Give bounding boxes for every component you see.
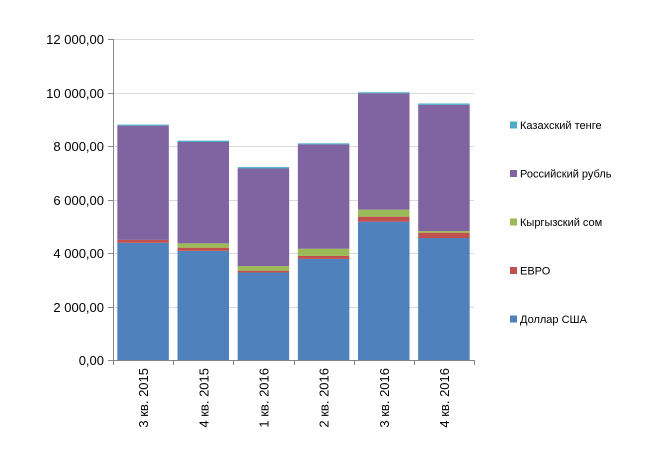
x-tick-label: 4 кв. 2015: [196, 368, 211, 428]
legend-swatch: [510, 267, 517, 274]
y-tick-label: 12 000,00: [46, 32, 104, 47]
y-tick-label: 2 000,00: [53, 300, 104, 315]
x-tick-label: 3 кв. 2015: [136, 368, 151, 428]
legend: Казахский тенге Российский рубль Кыргызски…: [510, 120, 612, 326]
y-tick-label: 4 000,00: [53, 246, 104, 261]
bar-segment: [177, 140, 229, 142]
bar-segment: [358, 93, 410, 210]
bar-segment: [297, 258, 350, 360]
legend-label: Кыргызский сом: [520, 217, 602, 229]
legend-swatch: [510, 121, 517, 129]
legend-label: Доллар США: [520, 314, 588, 326]
x-tick-label: 2 кв. 2016: [317, 368, 332, 428]
bar-segment: [237, 168, 290, 267]
legend-label: ЕВРО: [520, 266, 551, 278]
bar-segment: [117, 242, 169, 360]
legend-label: Казахский тенге: [520, 120, 602, 132]
bar-segment: [358, 209, 410, 217]
bar-segment: [237, 272, 290, 360]
y-axis-ticks: 0,00 2 000,00 4 000,00 6 000,00 8 000,00 10 0…: [46, 32, 113, 368]
legend-swatch: [510, 315, 517, 323]
x-tick-label: 3 кв. 2016: [377, 368, 392, 428]
bar-segment: [358, 92, 410, 94]
bar-segment: [297, 255, 350, 259]
bar-segment: [237, 270, 290, 273]
x-tick-label: 4 кв. 2016: [437, 368, 452, 428]
x-tick-label: 1 кв. 2016: [256, 368, 271, 428]
bar-segment: [418, 232, 470, 239]
bar-segment: [177, 247, 229, 251]
bar-segment: [358, 216, 410, 222]
legend-swatch: [510, 170, 517, 177]
bar-segment: [297, 143, 350, 145]
legend-swatch: [510, 218, 517, 226]
bar-segment: [177, 243, 229, 248]
y-tick-label: 0,00: [79, 353, 104, 368]
bar-segment: [177, 141, 229, 244]
bars: [117, 92, 470, 360]
bar-segment: [117, 124, 169, 126]
bar-segment: [418, 231, 470, 233]
y-tick-label: 6 000,00: [53, 193, 104, 208]
bar-segment: [117, 239, 169, 243]
y-tick-label: 10 000,00: [46, 86, 104, 101]
bar-segment: [297, 144, 350, 249]
x-axis-ticks: 3 кв. 2015 4 кв. 2015 1 кв. 2016 2 кв. 2016…: [113, 360, 475, 428]
bar-segment: [297, 248, 350, 256]
bar-segment: [358, 221, 410, 360]
y-tick-label: 8 000,00: [53, 139, 104, 154]
bar-segment: [177, 250, 229, 360]
bar-segment: [117, 125, 169, 240]
bar-segment: [418, 238, 470, 360]
bar-segment: [418, 104, 470, 232]
legend-label: Российский рубль: [520, 169, 612, 181]
gridlines: [113, 39, 474, 308]
bar-segment: [237, 167, 290, 169]
bar-segment: [418, 103, 470, 105]
bar-segment: [237, 266, 290, 271]
